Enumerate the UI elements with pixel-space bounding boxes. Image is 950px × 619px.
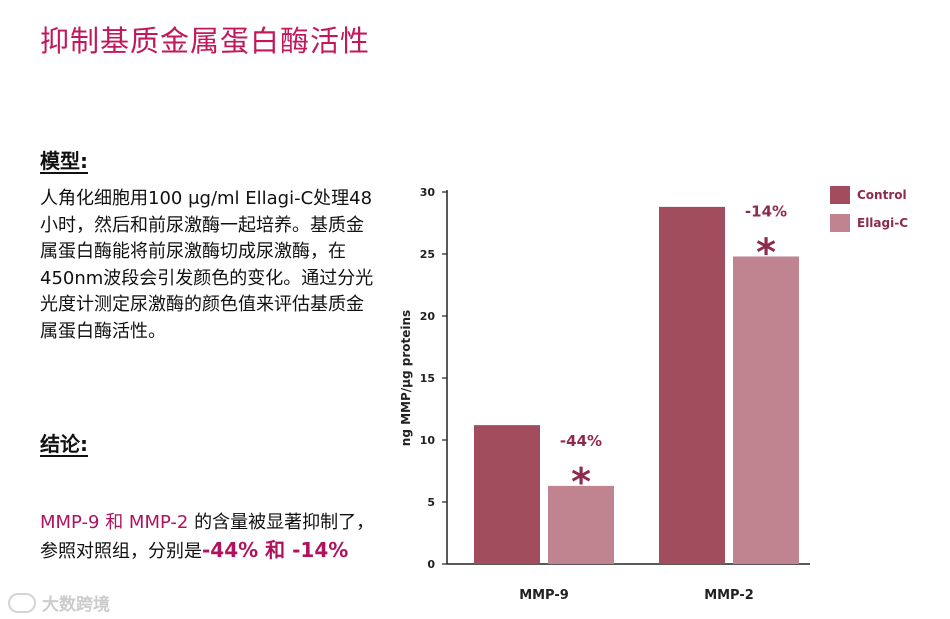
y-tick-label: 30	[420, 186, 436, 199]
conclusion-highlight-percent: -44% 和 -14%	[202, 537, 349, 562]
x-tick-label: MMP-9	[519, 588, 569, 603]
bar-mmp-2-ellagi-c	[733, 256, 799, 564]
bar-mmp-2-control	[659, 206, 725, 564]
watermark-text: 大数跨境	[42, 595, 110, 615]
y-tick-label: 5	[427, 496, 435, 509]
y-axis-label: ng MMP/μg proteins	[399, 310, 413, 446]
annotation-percent: -14%	[745, 202, 787, 220]
model-description: 人角化细胞用100 μg/ml Ellagi-C处理48小时，然后和前尿激酶一起…	[40, 188, 374, 342]
conclusion-highlight-mmp: MMP-9 和 MMP-2	[40, 512, 189, 533]
conclusion-heading: 结论:	[40, 432, 88, 456]
y-tick-label: 15	[420, 372, 435, 385]
watermark-logo-icon	[8, 592, 36, 613]
legend-label: Ellagi-C	[857, 216, 908, 230]
conclusion-text: MMP-9 和 MMP-2 的含量被显著抑制了，参照对照组，分别是-44% 和 …	[40, 510, 380, 565]
y-tick-label: 25	[420, 248, 435, 261]
legend-swatch	[830, 214, 850, 232]
significance-asterisk: *	[571, 460, 591, 504]
significance-asterisk: *	[756, 230, 776, 274]
legend-label: Control	[857, 188, 907, 202]
bar-mmp-9-ellagi-c	[548, 485, 614, 564]
y-tick-label: 0	[427, 558, 435, 571]
legend-swatch	[830, 186, 850, 204]
bar-mmp-9-control	[474, 425, 540, 564]
annotation-percent: -44%	[560, 432, 602, 450]
y-tick-label: 20	[420, 310, 436, 323]
bar-chart: 0 5 10 15 20 25 30 ng MMP/μg proteins MMP-9 MMP-2…	[399, 186, 908, 603]
x-tick-label: MMP-2	[704, 588, 754, 603]
conclusion-body: 的含量被显著抑制了，参照对照组，分别是	[40, 512, 375, 562]
watermark: 大数跨境	[8, 590, 110, 615]
page-title: 抑制基质金属蛋白酶活性	[40, 24, 371, 58]
y-tick-label: 10	[420, 434, 436, 447]
model-heading: 模型:	[40, 149, 88, 173]
